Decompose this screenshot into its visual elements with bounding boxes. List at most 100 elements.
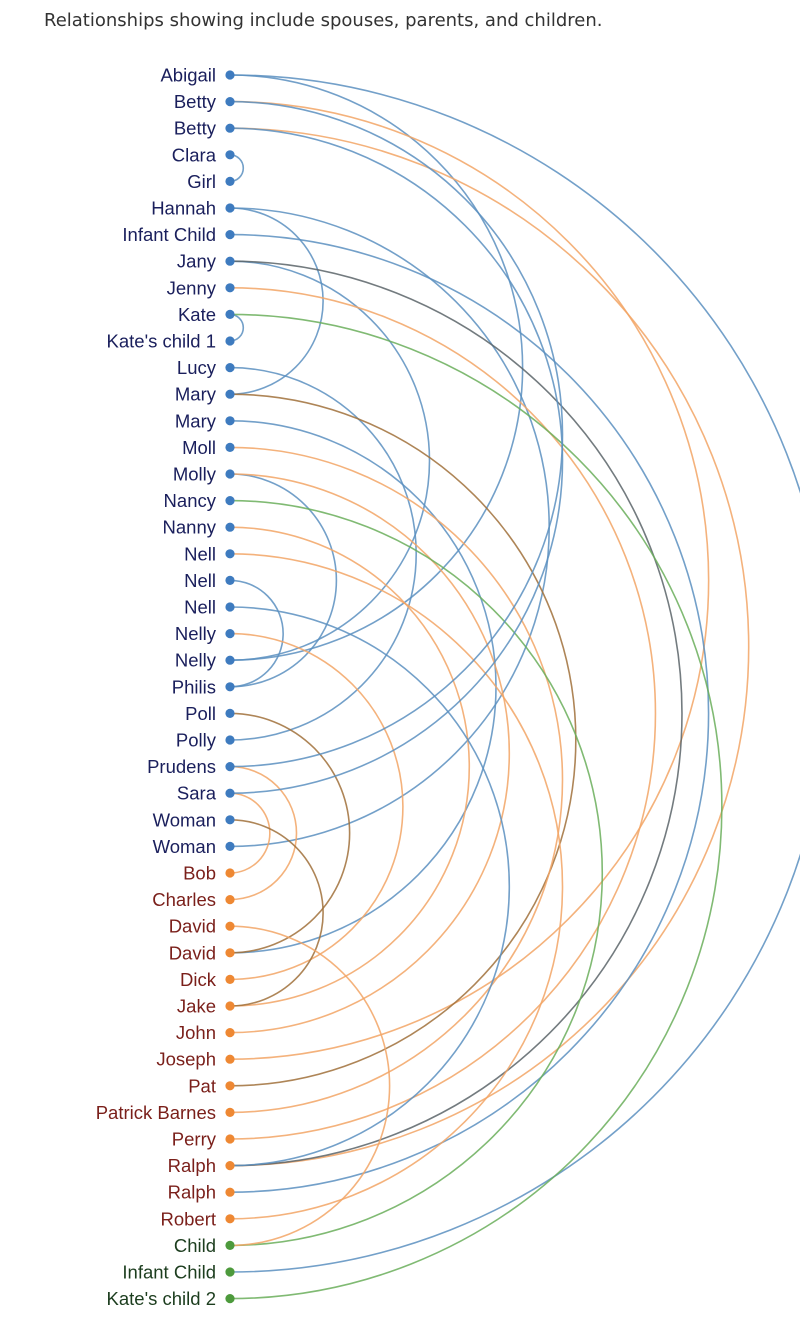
node-dot[interactable] [225,1134,235,1144]
node-dot[interactable] [225,1267,235,1277]
node-dot[interactable] [225,1028,235,1038]
node-dot[interactable] [225,682,235,692]
node[interactable]: Ralph [168,1155,235,1176]
node-dot[interactable] [225,841,235,852]
node[interactable]: Lucy [177,357,235,378]
node[interactable]: Robert [160,1208,235,1229]
node[interactable]: Kate's child 2 [107,1288,235,1309]
node[interactable]: Nancy [164,490,235,511]
node[interactable]: David [169,916,235,937]
node-dot[interactable] [225,442,235,452]
node[interactable]: John [176,1022,235,1043]
node[interactable]: Jake [177,996,235,1017]
node[interactable]: Woman [153,836,235,857]
node[interactable]: Prudens [147,756,235,777]
node[interactable]: Jany [177,251,235,272]
node-dot[interactable] [225,336,235,346]
node-dot[interactable] [225,1240,235,1250]
node[interactable]: Nanny [163,517,235,538]
node[interactable]: Charles [152,889,235,910]
node[interactable]: Perry [172,1129,235,1150]
node[interactable]: Bob [183,863,235,884]
node[interactable]: Mary [175,410,235,431]
node[interactable]: Nelly [175,650,235,671]
node[interactable]: David [169,942,235,963]
node-dot[interactable] [225,575,235,586]
node-dot[interactable] [225,868,235,878]
node-dot[interactable] [225,602,235,612]
node-dot[interactable] [225,1081,235,1091]
node-dot[interactable] [225,1214,235,1224]
node[interactable]: Dick [180,969,235,990]
node[interactable]: Nelly [175,623,235,644]
node[interactable]: Betty [174,118,235,139]
node[interactable]: Sara [177,783,235,804]
node-label: Nell [184,570,216,591]
node-dot[interactable] [225,815,235,825]
node-dot[interactable] [225,788,235,798]
node-dot[interactable] [225,629,235,639]
node[interactable]: Nell [184,543,235,564]
node[interactable]: Kate's child 1 [107,331,235,352]
node-dot[interactable] [225,123,235,133]
node[interactable]: Nell [184,570,235,591]
node-label: Polly [176,730,217,751]
node[interactable]: Child [174,1235,235,1256]
node[interactable]: Poll [185,703,235,724]
node-dot[interactable] [225,469,235,479]
node[interactable]: Clara [172,144,235,165]
node[interactable]: Infant Child [122,224,235,245]
node-dot[interactable] [225,416,235,426]
node-dot[interactable] [225,150,235,160]
node[interactable]: Girl [187,171,235,192]
node-label: Child [174,1235,216,1256]
node[interactable]: Pat [188,1075,235,1096]
node-dot[interactable] [225,176,235,186]
node-dot[interactable] [225,1001,235,1011]
node[interactable]: Abigail [160,65,235,86]
node[interactable]: Ralph [168,1182,235,1203]
node[interactable]: Moll [182,437,235,458]
node-dot[interactable] [225,522,235,532]
node-dot[interactable] [225,283,235,293]
node[interactable]: Philis [172,676,235,697]
node-dot[interactable] [225,363,235,373]
node-dot[interactable] [225,1294,235,1304]
node[interactable]: Nell [184,597,235,618]
node-dot[interactable] [225,974,235,985]
node-dot[interactable] [225,389,235,399]
node-dot[interactable] [225,256,235,266]
node[interactable]: Woman [153,809,235,830]
node[interactable]: Jenny [167,277,235,298]
node[interactable]: Infant Child [122,1262,235,1283]
node-dot[interactable] [225,895,235,905]
node-dot[interactable] [225,708,235,719]
node-dot[interactable] [225,1161,235,1171]
node[interactable]: Polly [176,730,235,751]
node-dot[interactable] [225,1107,235,1117]
node[interactable]: Joseph [156,1049,235,1070]
node[interactable]: Patrick Barnes [96,1102,235,1123]
node[interactable]: Betty [174,91,235,112]
node-dot[interactable] [225,230,235,240]
node-dot[interactable] [225,70,235,80]
node[interactable]: Hannah [151,198,235,219]
node-dot[interactable] [225,203,235,213]
link-arc [229,579,284,688]
node[interactable]: Mary [175,384,235,405]
node-dot[interactable] [225,496,235,506]
node-label: Kate [178,304,216,325]
node[interactable]: Molly [173,464,235,485]
node-dot[interactable] [225,1054,235,1064]
node-dot[interactable] [225,1187,235,1197]
node-dot[interactable] [225,921,235,931]
node-dot[interactable] [225,762,235,772]
node-dot[interactable] [225,549,235,559]
node[interactable]: Kate [178,304,235,325]
node-dot[interactable] [225,948,235,958]
node-label: Poll [185,703,216,724]
node-dot[interactable] [225,309,235,319]
node-dot[interactable] [225,735,235,745]
node-dot[interactable] [225,655,235,665]
node-dot[interactable] [225,97,235,107]
